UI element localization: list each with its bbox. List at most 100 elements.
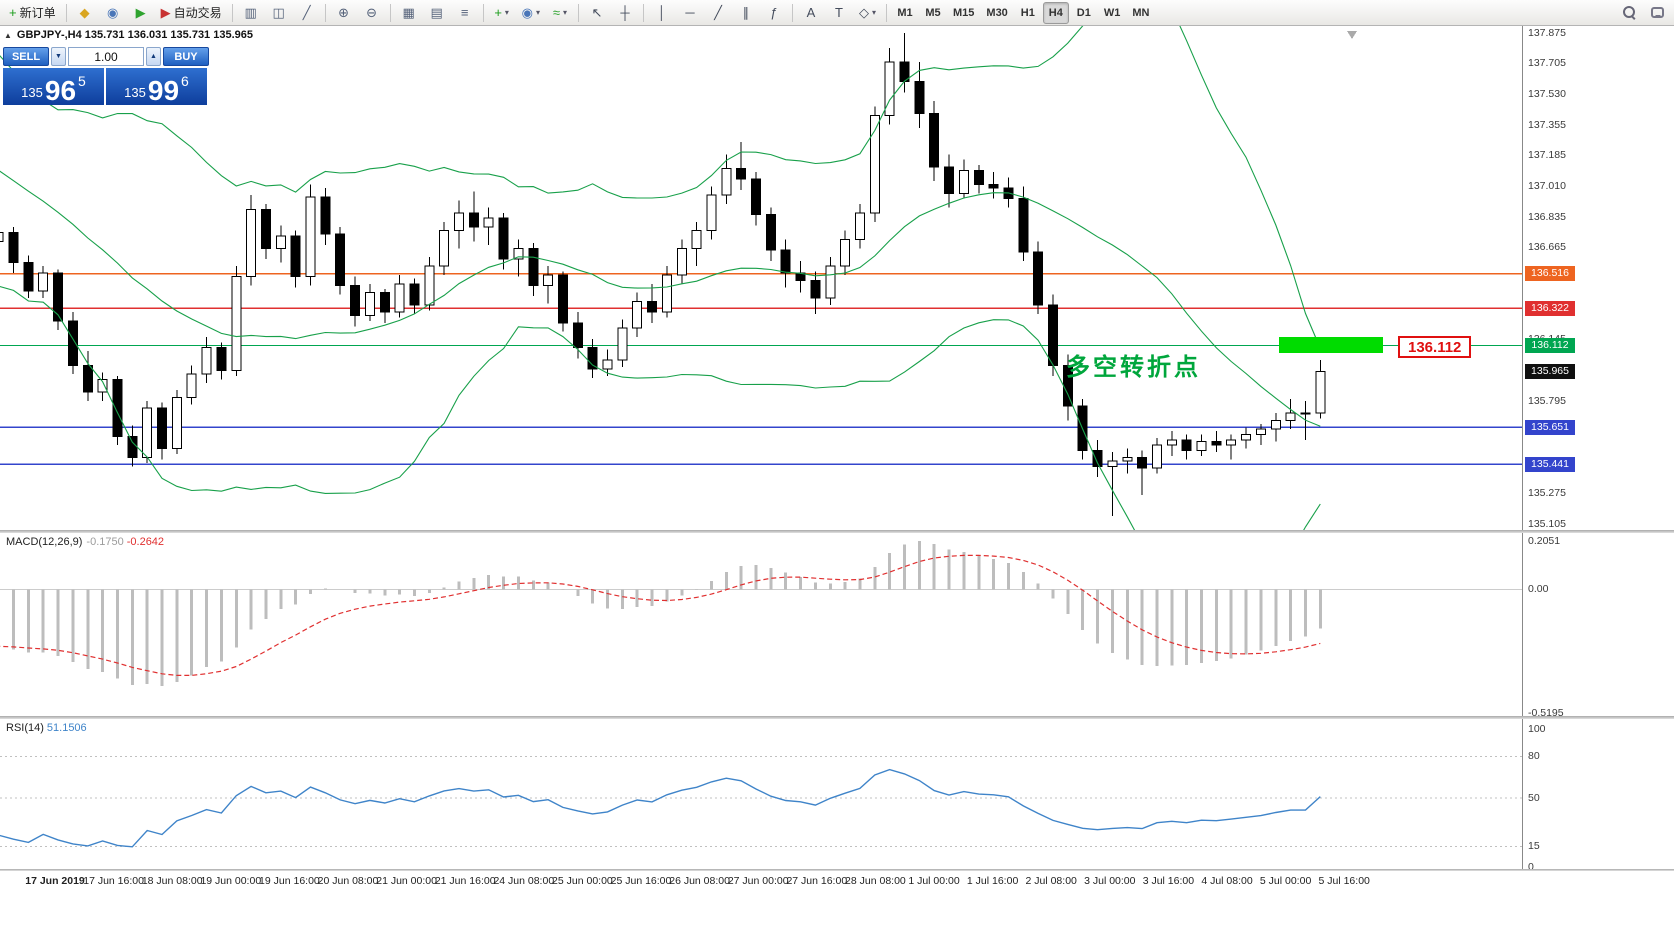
timeframe-m5-button-label: M5 [925,6,941,19]
metaeditor-button[interactable]: ◆ [72,2,98,24]
blue-level-1-badge[interactable]: 135.651 [1525,419,1575,435]
buy-price-display[interactable]: 135 99 6 [106,68,207,105]
tile-windows-icon: ▤ [430,5,443,20]
time-tick: 20 Jun 08:00 [317,875,379,887]
toolbar-separator [577,3,579,22]
timeframe-m15-button[interactable]: M15 [948,2,979,24]
red-level-badge[interactable]: 136.322 [1525,300,1575,316]
panel-separator[interactable] [0,530,1674,533]
macd-signal-value: -0.2642 [126,536,165,548]
timeframe-m5-button[interactable]: M5 [920,2,946,24]
line-chart-button[interactable]: ╱ [294,2,320,24]
candlestick-chart-button[interactable]: ◫ [266,2,292,24]
market-button[interactable]: ◉ [100,2,126,24]
macd-main-value: -0.1750 [86,536,124,548]
panel-separator[interactable] [0,869,1674,871]
lot-decrease-button[interactable]: ▼ [51,47,66,66]
lot-increase-button[interactable]: ▲ [146,47,161,66]
rsi-line [0,768,1321,848]
price-callout-label[interactable]: 136.112 [1398,336,1472,358]
grid-button[interactable]: ▦ [396,2,422,24]
toolbar-separator [324,3,326,22]
text-button[interactable]: A [798,2,824,24]
label-button[interactable]: T [826,2,852,24]
zoom-in-button[interactable]: ⊕ [331,2,357,24]
zoom-out-icon: ⊖ [366,5,378,20]
panel-separator[interactable] [0,716,1674,719]
chat-icon [1650,7,1664,18]
timeframe-mn-button[interactable]: MN [1127,2,1154,24]
time-axis[interactable]: 17 Jun 2019 17 Jun 16:00 18 Jun 08:00 19 Ju… [0,872,1674,892]
macd-signal-line [0,554,1321,677]
toolbar-separator [886,3,887,22]
buy-button[interactable]: BUY [163,47,209,66]
support-zone-rectangle[interactable] [1279,337,1383,353]
time-tick: 19 Jun 00:00 [200,875,262,887]
cursor-icon: ↖ [591,5,603,20]
rsi-scale-tick: 50 [1528,791,1540,804]
lot-size-input[interactable] [68,47,144,66]
zoom-out-button[interactable]: ⊖ [359,2,385,24]
metaeditor-icon: ◆ [79,5,90,20]
time-tick: 21 Jun 16:00 [434,875,496,887]
rsi-scale-tick: 15 [1528,839,1540,852]
timeframe-m1-button[interactable]: M1 [892,2,918,24]
time-tick: 3 Jul 16:00 [1142,875,1195,887]
macd-panel [0,541,1522,687]
cursor-button[interactable]: ↖ [584,2,610,24]
green-level-badge[interactable]: 136.112 [1525,338,1575,353]
profiles-button[interactable]: ◉ ▾ [517,2,545,24]
price-tick: 137.705 [1528,56,1566,69]
charts-list-button[interactable]: ≡ [452,2,478,24]
timeframe-w1-button[interactable]: W1 [1099,2,1126,24]
buy-price-int: 135 [124,85,146,100]
price-axis[interactable]: 137.875 137.705 137.530 137.355 137.185 137.0… [1524,26,1674,873]
timeframe-w1-button-label: W1 [1103,6,1121,19]
time-tick: 4 Jul 08:00 [1201,875,1253,887]
buy-price-pipette: 6 [181,73,189,89]
timeframe-h1-button[interactable]: H1 [1015,2,1041,24]
one-click-trading-panel: SELL ▼ ▲ BUY 135 96 5 135 99 6 [3,47,209,105]
dropdown-arrow-icon: ▾ [871,8,876,17]
toolbar-separator [65,3,67,22]
trade-panel-controls: SELL ▼ ▲ BUY [3,47,209,66]
shapes-button[interactable]: ◇ ▾ [854,2,881,24]
time-tick: 1 Jul 16:00 [966,875,1019,887]
fibonacci-button[interactable]: ƒ [761,2,787,24]
dropdown-arrow-icon: ▾ [563,8,568,17]
price-tick: 136.665 [1528,240,1566,253]
arrange-windows-button[interactable]: ▤ [424,2,450,24]
search-button[interactable] [1616,2,1642,24]
bollinger-upper-band [0,26,1321,349]
sell-price-display[interactable]: 135 96 5 [3,68,104,105]
rsi-scale-tick: 100 [1528,722,1546,735]
chart-shift-marker[interactable] [1347,31,1357,39]
blue-level-2-badge[interactable]: 135.441 [1525,456,1575,472]
crosshair-button[interactable]: ┼ [612,2,638,24]
dropdown-arrow-icon: ▾ [535,8,540,17]
sell-button[interactable]: SELL [3,47,49,66]
trendline-button[interactable]: ╱ [705,2,731,24]
time-tick: 19 Jun 16:00 [259,875,320,887]
time-tick: 21 Jun 00:00 [376,875,437,887]
orange-level-badge[interactable]: 136.516 [1525,266,1575,282]
new-order-button[interactable]: + 新订单 [4,2,61,24]
zoom-in-icon: ⊕ [338,5,350,20]
vertical-line-button[interactable]: │ [649,2,675,24]
signals-button[interactable]: ▶ [128,2,154,24]
new-chart-button[interactable]: + ▾ [489,2,515,24]
channel-button[interactable]: ∥ [733,2,759,24]
macd-scale-zero: 0.00 [1528,583,1549,596]
horizontal-line-button[interactable]: ─ [677,2,703,24]
shapes-icon: ◇ [858,5,869,20]
community-button[interactable] [1644,2,1670,24]
one-click-toggle[interactable]: ▲ [4,30,12,40]
indicators-button[interactable]: ≈ ▾ [547,2,573,24]
price-tick: 135.275 [1528,487,1566,500]
autotrading-button[interactable]: ▶ 自动交易 [156,2,227,24]
timeframe-m30-button[interactable]: M30 [981,2,1012,24]
timeframe-h4-button[interactable]: H4 [1042,1,1069,24]
bar-chart-button[interactable]: ▥ [238,2,264,24]
timeframe-d1-button[interactable]: D1 [1071,2,1097,24]
